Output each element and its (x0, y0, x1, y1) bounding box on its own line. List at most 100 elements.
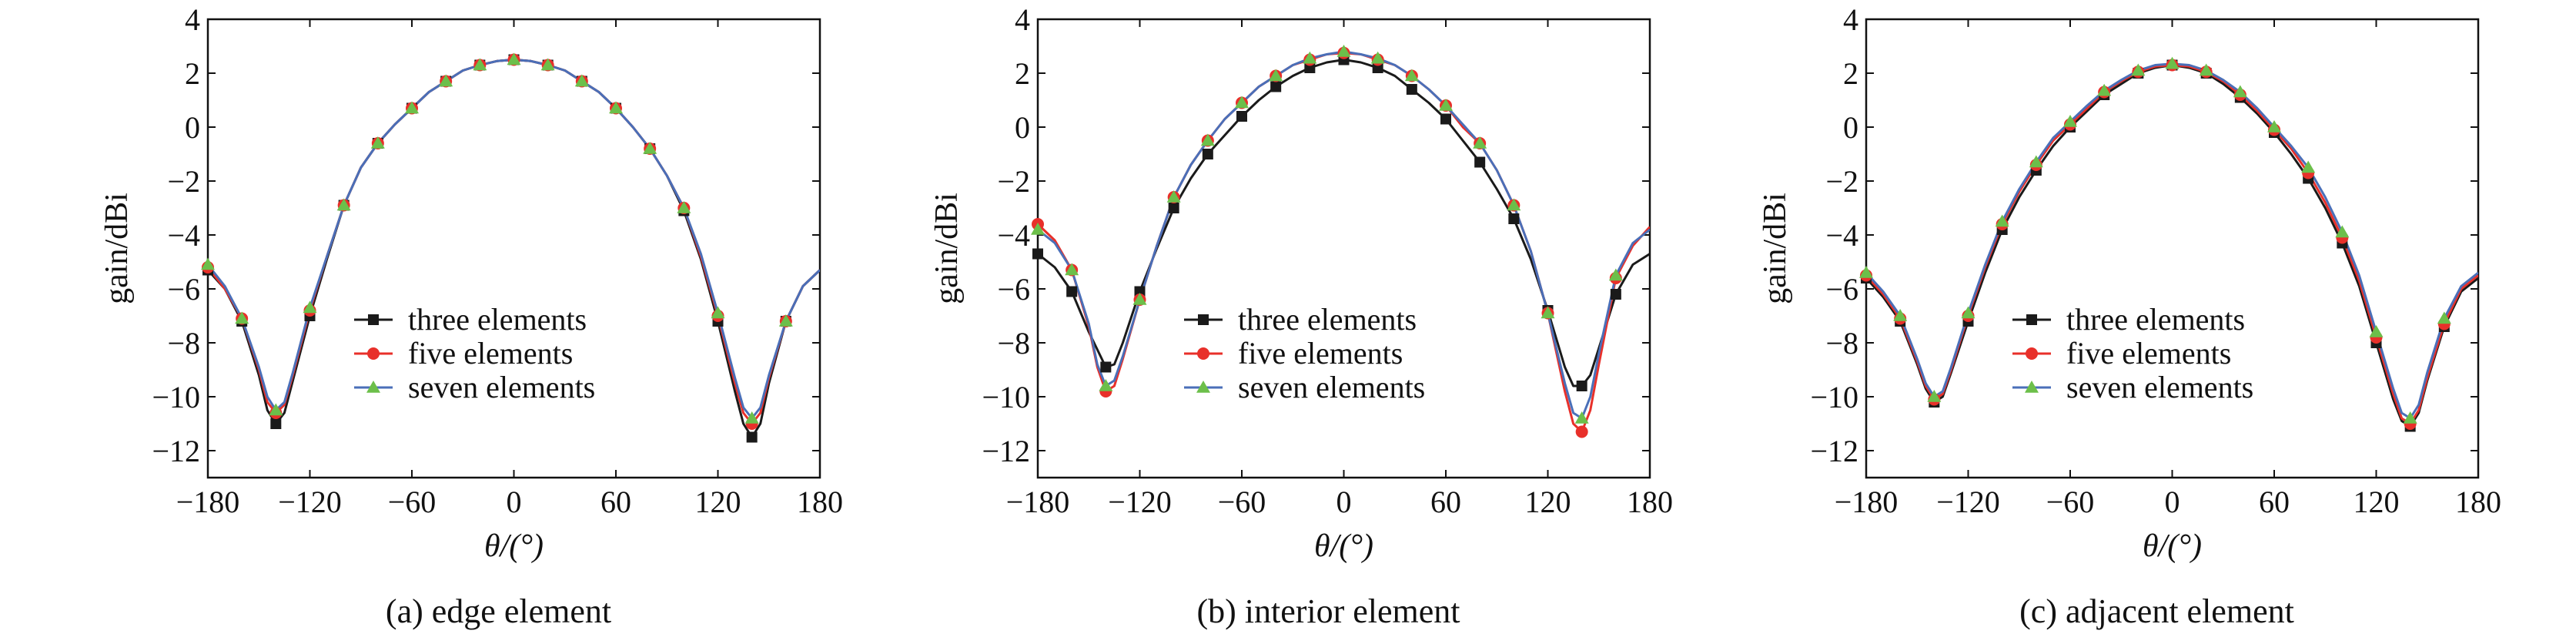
legend-marker (1197, 347, 1209, 360)
data-point-seven-elements (1439, 99, 1453, 111)
y-tick-label: −12 (982, 434, 1030, 468)
data-point-seven-elements (2131, 63, 2146, 76)
y-tick-label: −8 (1825, 326, 1858, 361)
data-point-three-elements (1508, 213, 1520, 224)
legend-label: five elements (2066, 336, 2231, 371)
series-line-three-elements (1038, 59, 1650, 387)
legend-label: five elements (1238, 336, 1403, 371)
data-point-seven-elements (2369, 325, 2384, 337)
plot-frame (1036, 18, 1651, 479)
data-point-seven-elements (1166, 190, 1181, 203)
x-tick-label: 60 (2259, 485, 2290, 519)
data-point-seven-elements (1995, 214, 2009, 227)
y-tick-label: −8 (167, 326, 200, 361)
data-point-seven-elements (1473, 136, 1487, 149)
markers (1031, 45, 1623, 438)
data-point-seven-elements (370, 136, 385, 149)
data-point-seven-elements (201, 257, 215, 270)
x-tick-label: −180 (1835, 485, 1899, 519)
y-tick-label: −10 (152, 380, 200, 414)
data-point-seven-elements (2029, 155, 2043, 168)
y-tick-label: 4 (1843, 2, 1858, 37)
data-point-seven-elements (1200, 133, 1215, 146)
data-point-three-elements (1474, 156, 1486, 168)
x-tick-label: 60 (601, 485, 631, 519)
x-tick-label: −60 (2046, 485, 2095, 519)
y-tick-label: 4 (185, 2, 200, 37)
legend-label: three elements (408, 302, 587, 337)
data-point-seven-elements (711, 306, 725, 319)
y-tick-label: −10 (982, 380, 1030, 414)
panel-caption: (c) adjacent element (2019, 592, 2294, 630)
x-tick-label: −120 (1108, 485, 1172, 519)
y-tick-label: 0 (1843, 110, 1858, 145)
data-point-seven-elements (1065, 263, 1079, 276)
legend-marker (1196, 381, 1210, 393)
data-point-seven-elements (2199, 63, 2213, 76)
data-point-three-elements (1270, 81, 1282, 92)
data-point-seven-elements (1574, 411, 1589, 424)
data-point-seven-elements (540, 58, 555, 71)
data-point-seven-elements (1541, 306, 1555, 319)
data-point-three-elements (746, 431, 758, 443)
data-point-five-elements (1575, 425, 1588, 438)
y-tick-label: −2 (997, 164, 1030, 199)
x-tick-label: −60 (388, 485, 437, 519)
data-point-seven-elements (1404, 69, 1419, 82)
chart-panel-2: −180 −120 −60 0 60 120 180 4 2 0 −2 −4 −6 −8 −10 −12 θ/(… (929, 2, 1673, 630)
markers (1859, 56, 2451, 432)
data-point-seven-elements (643, 142, 657, 154)
plot-frame (1865, 18, 2480, 479)
panel-caption: (a) edge element (386, 592, 611, 630)
data-point-three-elements (1032, 248, 1043, 260)
data-point-three-elements (1168, 203, 1179, 213)
panel-caption: (b) interior element (1196, 592, 1460, 630)
data-point-seven-elements (473, 58, 487, 71)
y-axis-label: gain/dBi (1758, 193, 1793, 304)
data-point-seven-elements (1927, 390, 1942, 402)
data-point-seven-elements (1099, 379, 1113, 391)
markers (201, 52, 793, 443)
legend-label: seven elements (1238, 370, 1425, 404)
data-point-three-elements (1440, 113, 1451, 125)
data-point-seven-elements (1370, 51, 1385, 64)
data-point-seven-elements (2063, 115, 2077, 127)
y-tick-label: −8 (997, 326, 1030, 361)
x-tick-label: 0 (2165, 485, 2180, 519)
x-axis-label: θ/(°) (1314, 528, 1373, 564)
legend-label: seven elements (2066, 370, 2253, 404)
data-point-three-elements (1100, 361, 1112, 373)
data-point-seven-elements (1132, 293, 1147, 305)
chart-panel-3: −180 −120 −60 0 60 120 180 4 2 0 −2 −4 −6 −8 −10 −12 θ/(… (1758, 2, 2501, 630)
data-point-three-elements (1236, 111, 1247, 122)
x-axis-label: θ/(°) (484, 528, 544, 564)
y-tick-label: 2 (1015, 56, 1030, 91)
data-point-seven-elements (1337, 45, 1351, 57)
legend-marker (367, 347, 380, 360)
x-tick-label: 60 (1430, 485, 1461, 519)
data-point-seven-elements (269, 403, 283, 416)
data-point-seven-elements (677, 201, 691, 213)
data-point-seven-elements (1235, 96, 1249, 109)
data-point-seven-elements (1608, 268, 1623, 281)
data-point-seven-elements (2267, 120, 2281, 133)
data-point-three-elements (1202, 149, 1213, 159)
legend-marker (2026, 347, 2038, 360)
data-point-three-elements (1576, 381, 1587, 391)
x-tick-label: 120 (1525, 485, 1571, 519)
y-tick-label: −6 (997, 272, 1030, 307)
y-tick-label: −6 (167, 272, 200, 307)
data-point-seven-elements (439, 74, 453, 87)
data-point-seven-elements (1269, 69, 1283, 82)
legend-marker (1198, 314, 1209, 325)
x-tick-label: 180 (797, 485, 843, 519)
data-point-three-elements (1406, 84, 1417, 95)
data-point-seven-elements (1893, 309, 1908, 321)
y-tick-label: −4 (997, 218, 1030, 253)
data-point-seven-elements (2335, 225, 2350, 238)
x-tick-label: 120 (2354, 485, 2400, 519)
y-tick-label: −6 (1825, 272, 1858, 307)
data-point-seven-elements (778, 314, 793, 327)
